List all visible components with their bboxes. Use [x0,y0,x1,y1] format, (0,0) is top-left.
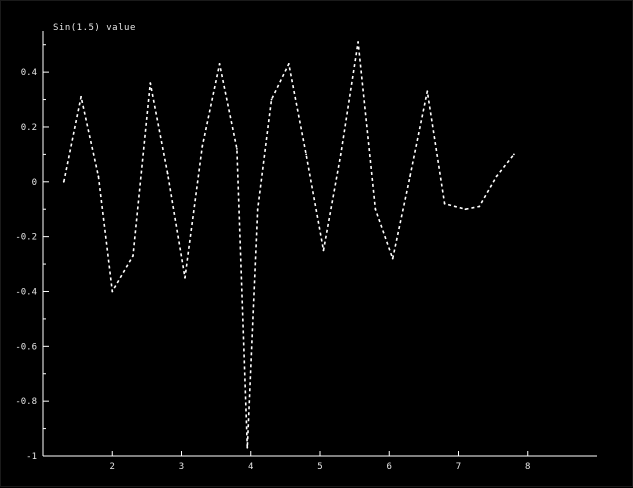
data-point [201,145,204,148]
data-point [236,148,238,150]
series-line [63,41,515,449]
data-point [166,172,169,175]
data-point [80,95,82,98]
data-point [132,254,134,257]
data-point [443,202,446,205]
data-point [478,205,481,208]
x-tick-label: 7 [456,462,461,472]
data-point [97,175,100,178]
data-point [374,208,377,211]
data-point [322,249,325,252]
data-point [149,82,152,84]
data-point [62,180,65,183]
y-tick-label: 0.4 [21,68,37,78]
chart-title: Sin(1.5) value [53,23,136,33]
y-tick-label: 0 [32,178,37,188]
y-tick-label: -0.4 [15,287,37,297]
data-point [256,208,259,211]
y-tick-label: 0.2 [21,123,37,133]
data-point [184,276,186,279]
tick-labels-layer: 2 3 4 5 6 7 8 0.4 0.2 0 -0.2 -0.4 -0.6 -0.8 -1 [15,68,530,472]
data-point [391,257,394,260]
plot-area [9,9,625,479]
x-tick-label: 4 [248,462,253,472]
y-tick-label: -1 [26,452,37,462]
y-tick-label: -0.6 [15,342,37,352]
data-point [513,153,515,156]
axes-layer [42,31,597,457]
data-point [287,63,290,65]
data-point [218,63,221,65]
data-point [339,153,342,156]
y-tick-label: -0.8 [15,397,37,407]
x-tick-label: 8 [525,462,530,472]
data-point [409,175,411,178]
x-tick-label: 5 [317,462,322,472]
y-tick-label: -0.2 [15,233,37,243]
x-tick-label: 2 [110,462,115,472]
x-tick-label: 6 [387,462,392,472]
series-layer [62,41,515,449]
data-point [464,208,467,211]
data-point [357,41,359,43]
data-point [246,446,249,449]
data-point [111,290,114,293]
x-tick-label: 3 [179,462,184,472]
data-point [270,98,273,101]
data-point [305,153,308,156]
data-point [495,175,498,178]
data-point [426,90,429,93]
